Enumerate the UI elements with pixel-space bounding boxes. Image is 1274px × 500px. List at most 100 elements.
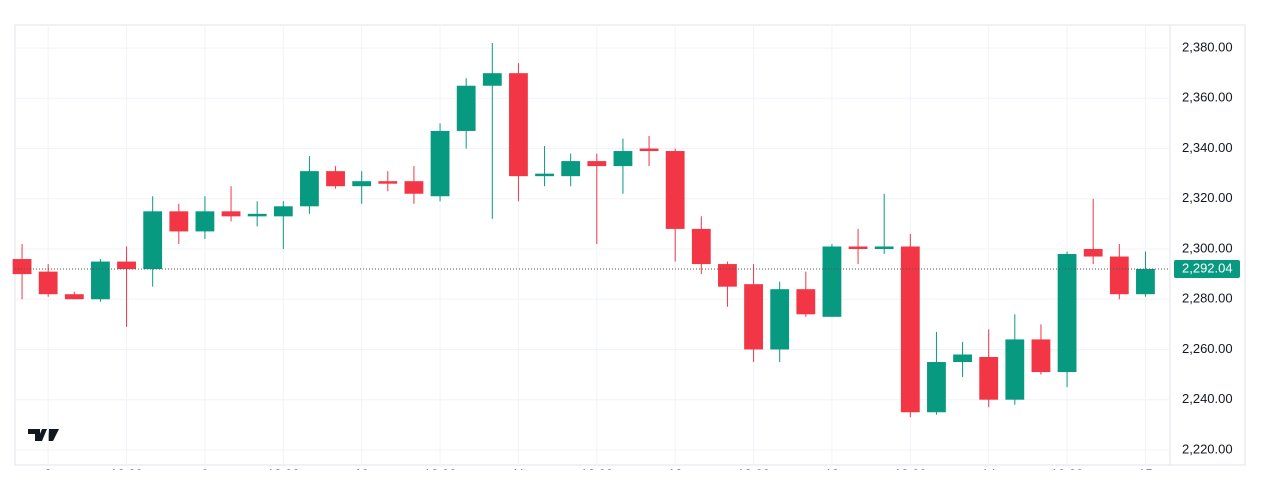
x-tick-label: 9 <box>201 466 208 481</box>
candle <box>12 243 32 300</box>
candle-body <box>64 294 84 300</box>
candle <box>718 261 737 307</box>
candle-body <box>143 211 163 270</box>
candle-body <box>953 354 972 363</box>
candle <box>91 259 110 302</box>
x-tick-label: 12:00 <box>110 466 143 481</box>
candle-body <box>117 261 136 270</box>
candle <box>378 171 398 192</box>
x-tick-label: 12 <box>668 466 682 481</box>
candle-body <box>927 362 946 413</box>
candle-body <box>848 246 868 249</box>
last-price-badge <box>1174 259 1240 278</box>
x-tick-label: 12:00 <box>581 466 614 481</box>
candle-body <box>744 284 763 350</box>
candle-body <box>665 151 685 229</box>
candle <box>613 138 633 194</box>
candle-body <box>1136 268 1155 295</box>
candle-body <box>404 181 424 194</box>
candle <box>509 63 528 202</box>
candle <box>979 329 999 408</box>
candle <box>1031 324 1051 375</box>
x-tick-label: 15 <box>1138 466 1152 481</box>
candle <box>430 123 450 202</box>
candle-body <box>12 259 32 275</box>
candle-body <box>1109 256 1129 295</box>
y-tick-label: 2,300.00 <box>1182 240 1233 255</box>
candle-body <box>221 211 241 217</box>
candle-body <box>38 271 58 295</box>
candle-body <box>1005 339 1025 400</box>
x-tick-label: 12:00 <box>1051 466 1084 481</box>
candle <box>900 233 920 418</box>
candle <box>874 193 894 255</box>
candle <box>744 264 763 363</box>
candle <box>1109 243 1129 300</box>
candle <box>535 146 554 187</box>
candle <box>1057 251 1077 388</box>
candle <box>195 196 215 239</box>
y-tick-label: 2,220.00 <box>1182 441 1233 456</box>
candle-body <box>613 151 633 167</box>
chart-frame <box>14 24 1246 466</box>
candle-body <box>91 261 110 300</box>
candle <box>404 166 424 204</box>
x-labels: 8 12:00 9 12:00 10 12:00 11 12:00 12 12:00 13 12:00… <box>45 466 1153 481</box>
candle-body <box>1031 339 1051 373</box>
y-tick-label: 2,240.00 <box>1182 391 1233 406</box>
candle-body <box>352 181 372 187</box>
candle-body <box>535 173 554 177</box>
candle <box>482 43 502 219</box>
candle-body <box>718 264 737 287</box>
y-tick-label: 2,360.00 <box>1182 90 1233 105</box>
candle <box>848 228 868 265</box>
candle-body <box>378 181 398 184</box>
candle-body <box>456 85 476 131</box>
candle <box>300 156 319 214</box>
candle-body <box>561 161 581 177</box>
candle <box>456 78 476 149</box>
candle-body <box>900 246 920 413</box>
candle <box>1136 251 1155 297</box>
x-tick-label: 12:00 <box>894 466 927 481</box>
candle <box>117 246 136 327</box>
candle-body <box>273 206 293 217</box>
candle <box>169 203 189 244</box>
candle-body <box>1083 249 1103 257</box>
candle <box>273 201 293 249</box>
last-price-label: 2,292.04 <box>1182 260 1233 275</box>
candle <box>822 243 842 317</box>
candle <box>953 341 972 378</box>
candle <box>221 186 241 222</box>
candle-body <box>979 357 999 400</box>
x-tick-label: 12:00 <box>424 466 457 481</box>
x-tick-label: 14 <box>981 466 995 481</box>
x-tick-label: 12:00 <box>267 466 300 481</box>
y-tick-label: 2,380.00 <box>1182 40 1233 55</box>
candle-body <box>247 213 267 217</box>
candle <box>796 271 816 317</box>
candle-body <box>770 289 790 350</box>
candle <box>639 135 659 167</box>
x-tick-label: 10 <box>354 466 368 481</box>
candle-body <box>796 289 816 315</box>
candle-body <box>639 148 659 152</box>
y-tick-label: 2,280.00 <box>1182 291 1233 306</box>
candle <box>770 281 790 363</box>
x-tick-label: 11 <box>512 466 526 481</box>
candle-body <box>195 211 215 232</box>
candle <box>38 264 58 297</box>
candle-body <box>691 228 711 265</box>
candle <box>691 216 711 275</box>
candle <box>143 196 163 287</box>
candle <box>64 291 84 300</box>
candle <box>587 153 607 244</box>
x-tick-label: 8 <box>45 466 52 481</box>
candle-body <box>326 171 345 187</box>
candle <box>927 331 946 415</box>
candle-body <box>509 73 528 177</box>
y-tick-label: 2,260.00 <box>1182 341 1233 356</box>
x-tick-label: 13 <box>825 466 839 481</box>
